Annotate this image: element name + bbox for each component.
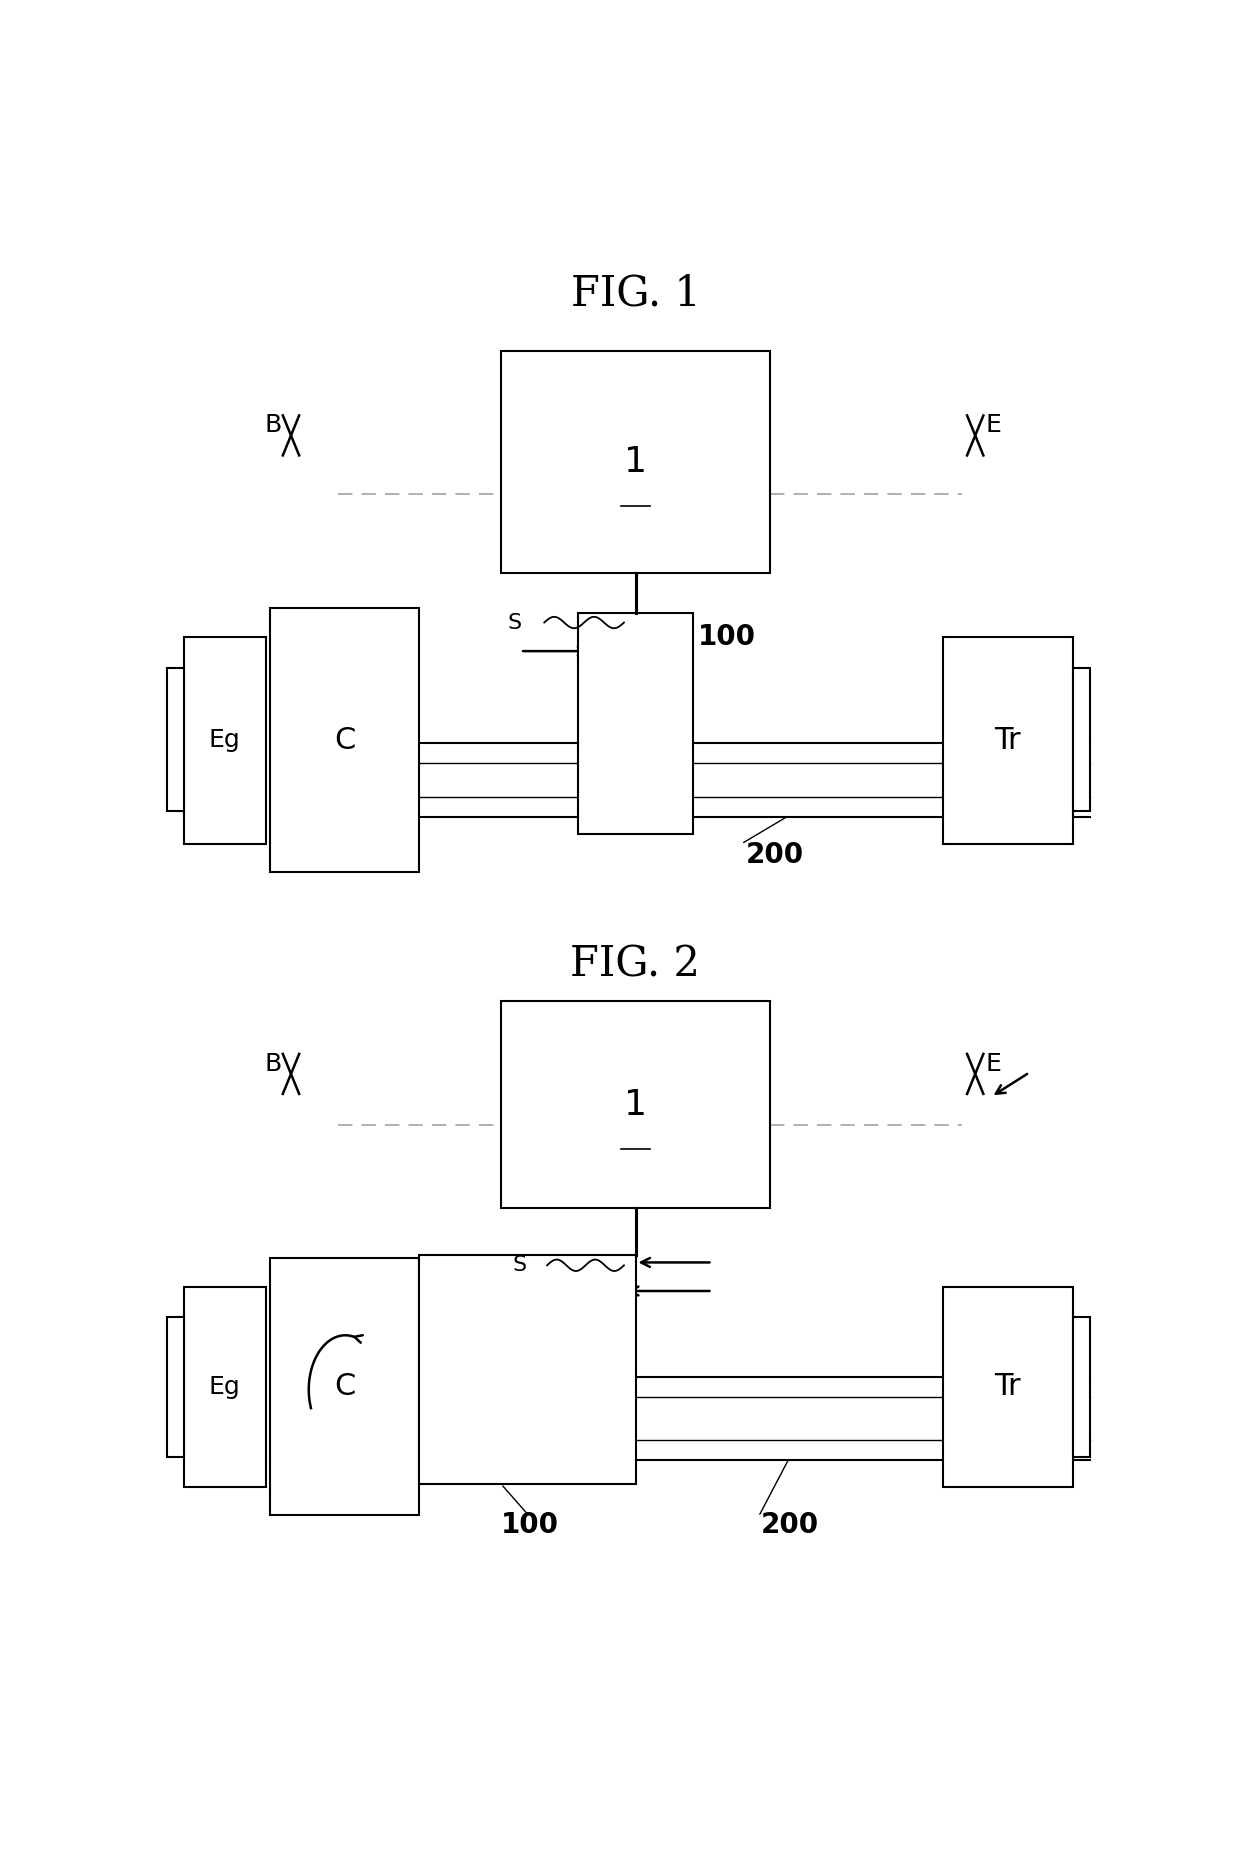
Text: FIG. 2: FIG. 2 — [570, 944, 701, 985]
Bar — [166, 668, 184, 811]
Text: Tr: Tr — [994, 725, 1022, 755]
Bar — [578, 612, 693, 835]
Text: 200: 200 — [746, 842, 804, 870]
Bar — [184, 636, 265, 844]
Bar — [942, 1287, 1073, 1486]
Bar — [501, 351, 770, 573]
Text: C: C — [334, 725, 356, 755]
Text: Tr: Tr — [994, 1373, 1022, 1401]
Text: 100: 100 — [501, 1512, 559, 1540]
Text: Eg: Eg — [208, 1375, 241, 1399]
Text: 200: 200 — [760, 1512, 818, 1540]
Text: 1: 1 — [624, 1087, 647, 1122]
Text: S: S — [508, 612, 522, 633]
Bar — [419, 1256, 635, 1484]
Bar — [184, 1287, 265, 1486]
Text: FIG. 1: FIG. 1 — [570, 273, 701, 315]
Bar — [501, 1002, 770, 1208]
Text: Eg: Eg — [208, 729, 241, 753]
Text: S: S — [513, 1256, 527, 1274]
Bar — [1073, 668, 1090, 811]
Bar — [166, 1317, 184, 1456]
Text: C: C — [334, 1373, 356, 1401]
Bar — [270, 608, 419, 872]
Text: B: B — [264, 1052, 281, 1076]
Text: B: B — [264, 414, 281, 438]
Text: 1: 1 — [624, 445, 647, 479]
Text: E: E — [985, 1052, 1001, 1076]
Text: 100: 100 — [698, 623, 756, 651]
Bar — [270, 1258, 419, 1516]
Bar — [942, 636, 1073, 844]
Bar — [1073, 1317, 1090, 1456]
Text: E: E — [985, 414, 1001, 438]
